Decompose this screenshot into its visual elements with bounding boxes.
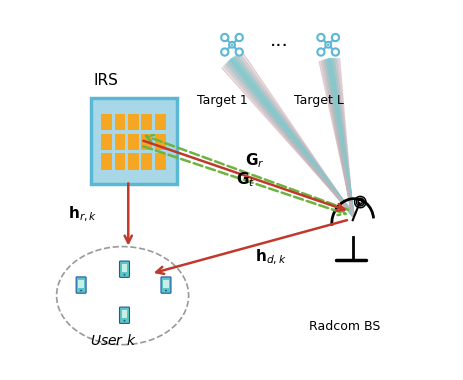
Circle shape: [229, 42, 234, 48]
FancyBboxPatch shape: [119, 261, 129, 277]
Bar: [163, 280, 169, 288]
Text: $\mathbf{G}_t$: $\mathbf{G}_t$: [235, 171, 254, 189]
Bar: [154, 154, 165, 169]
Text: User $k$: User $k$: [90, 332, 136, 348]
Circle shape: [221, 48, 228, 55]
Bar: [141, 154, 152, 169]
Bar: [101, 154, 112, 169]
Bar: [121, 310, 127, 318]
Circle shape: [326, 43, 329, 46]
Text: ...: ...: [269, 32, 288, 51]
Text: Radcom BS: Radcom BS: [309, 320, 380, 333]
Circle shape: [221, 34, 228, 41]
Text: $\mathbf{h}_{r,k}$: $\mathbf{h}_{r,k}$: [68, 205, 97, 224]
Bar: [154, 114, 165, 130]
Circle shape: [235, 34, 242, 41]
Bar: [114, 154, 125, 169]
Bar: [114, 134, 125, 150]
Text: Target 1: Target 1: [197, 94, 247, 107]
Circle shape: [331, 34, 338, 41]
Circle shape: [123, 320, 125, 322]
Circle shape: [325, 42, 331, 48]
Bar: [128, 134, 138, 150]
Bar: [101, 114, 112, 130]
FancyBboxPatch shape: [90, 98, 177, 184]
Bar: [141, 114, 152, 130]
Bar: [154, 134, 165, 150]
Circle shape: [80, 290, 82, 291]
Circle shape: [123, 274, 125, 275]
FancyBboxPatch shape: [76, 277, 86, 293]
Bar: [128, 114, 138, 130]
Circle shape: [317, 48, 324, 55]
Bar: [101, 134, 112, 150]
Circle shape: [235, 48, 242, 55]
Circle shape: [165, 290, 167, 291]
Bar: [141, 134, 152, 150]
Bar: [78, 280, 84, 288]
Text: IRS: IRS: [93, 73, 118, 88]
Text: $\mathbf{h}_{d,k}$: $\mathbf{h}_{d,k}$: [255, 247, 287, 267]
Circle shape: [317, 34, 324, 41]
FancyBboxPatch shape: [119, 307, 129, 323]
Bar: [128, 154, 138, 169]
Bar: [114, 114, 125, 130]
Circle shape: [331, 48, 338, 55]
Bar: [121, 264, 127, 272]
Text: Target L: Target L: [293, 94, 343, 107]
FancyBboxPatch shape: [161, 277, 170, 293]
Circle shape: [230, 43, 233, 46]
Text: $\mathbf{G}_r$: $\mathbf{G}_r$: [244, 151, 264, 170]
